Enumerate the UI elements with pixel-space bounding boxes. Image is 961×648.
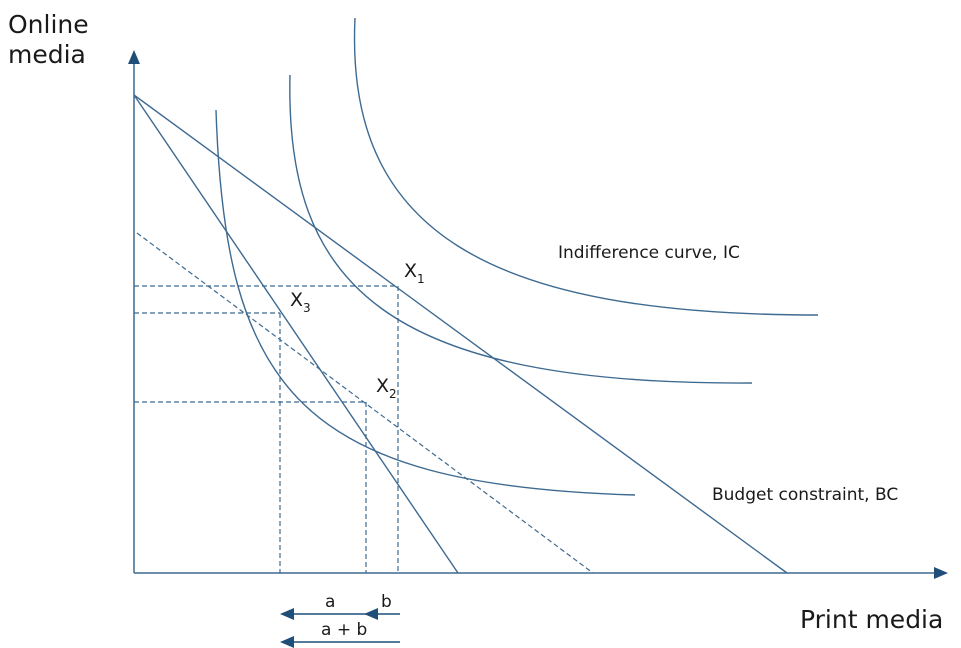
point-label-x3: X3	[290, 289, 311, 315]
point-label-x3-sub: 3	[303, 301, 311, 315]
point-label-x2-base: X	[376, 375, 389, 397]
budget-line-compensated	[136, 232, 594, 574]
x-axis-title: Print media	[800, 605, 944, 634]
budget-constraint-label: Budget constraint, BC	[712, 485, 898, 505]
y-axis-title-line1: Online	[8, 10, 89, 39]
point-label-x3-base: X	[290, 289, 303, 311]
point-label-x1: X1	[404, 260, 425, 286]
effect-ab-arrowhead	[280, 636, 294, 648]
y-axis-title-line2: media	[8, 40, 86, 69]
effect-b-arrowhead	[364, 608, 378, 620]
effect-b-label: b	[381, 592, 392, 612]
point-label-x1-base: X	[404, 260, 417, 282]
point-label-x1-sub: 1	[417, 272, 425, 286]
y-axis-title: Online media	[8, 10, 148, 70]
indifference-curve-low	[215, 109, 636, 496]
effect-a-arrowhead	[280, 608, 294, 620]
x-axis-arrowhead	[934, 567, 948, 579]
effect-a-label: a	[325, 592, 335, 612]
point-label-x2: X2	[376, 375, 397, 401]
effect-ab-label: a + b	[321, 620, 367, 640]
indifference-curve-middle	[289, 74, 753, 384]
budget-line-original	[133, 94, 788, 574]
indifference-curve-label: Indifference curve, IC	[558, 243, 740, 263]
y-axis-arrowhead	[128, 50, 140, 64]
point-label-x2-sub: 2	[389, 387, 397, 401]
indifference-curve-high	[353, 17, 819, 316]
budget-line-new	[133, 94, 459, 574]
